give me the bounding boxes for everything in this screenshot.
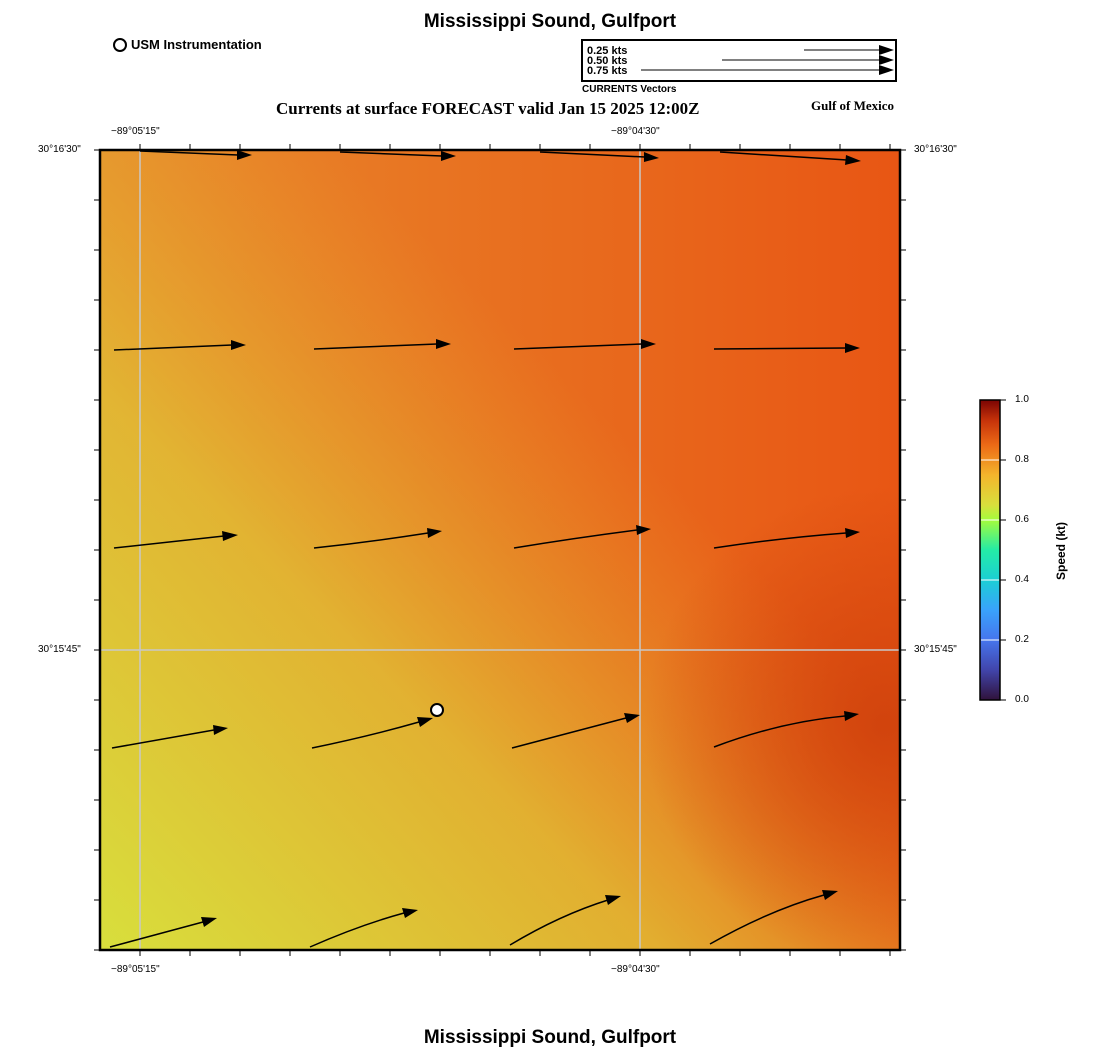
current-vector-arrow xyxy=(139,150,252,160)
current-vector-arrow xyxy=(709,890,838,945)
current-vector-arrow xyxy=(109,917,217,948)
lat-label-right: 30°15'45" xyxy=(914,644,957,655)
colorbar-tick-label: 0.8 xyxy=(1015,454,1029,465)
colorbar-tick-label: 0.6 xyxy=(1015,514,1029,525)
map-footer-title: Mississippi Sound, Gulfport xyxy=(423,1027,677,1048)
lon-label-bottom: −89°04'30" xyxy=(611,964,660,975)
speed-field xyxy=(100,150,900,950)
lat-label-left: 30°16'30" xyxy=(38,144,81,155)
station-marker-icon xyxy=(113,37,127,52)
colorbar-title: Speed (kt) xyxy=(1054,522,1068,581)
graticule xyxy=(100,150,900,950)
colorbar-tick-label: 0.4 xyxy=(1015,574,1029,585)
lat-label-right: 30°16'30" xyxy=(914,144,957,155)
current-vector-arrow xyxy=(513,525,651,549)
lon-label-top: −89°05'15" xyxy=(111,126,160,137)
current-vector-arrow xyxy=(313,339,451,350)
colorbar-grid xyxy=(981,459,999,641)
lat-label-left: 30°15'45" xyxy=(38,644,81,655)
current-vector-arrow xyxy=(713,711,859,748)
current-vector-arrow xyxy=(513,339,656,350)
colorbar-tick-label: 0.0 xyxy=(1015,694,1029,705)
current-vector-arrow xyxy=(309,908,418,948)
current-vector-arrow xyxy=(509,895,621,946)
region-label: Gulf of Mexico xyxy=(811,98,895,113)
lon-label-top: −89°04'30" xyxy=(611,126,660,137)
current-vector-arrow xyxy=(113,531,238,549)
current-vector-arrow xyxy=(713,343,860,353)
vector-scale-label: 0.50 kts xyxy=(587,55,628,67)
current-vector-arrow xyxy=(719,151,861,165)
current-vector-arrow xyxy=(311,717,433,749)
vector-scale-label: 0.25 kts xyxy=(587,45,628,57)
current-vector-arrow xyxy=(113,340,246,351)
current-vector-arrow xyxy=(511,713,640,749)
current-vector-arrow xyxy=(313,528,442,549)
vector-scale-arrows xyxy=(641,45,894,75)
colorbar xyxy=(979,399,1006,701)
station-legend-label: USM Instrumentation xyxy=(131,37,262,52)
vector-scale-caption: CURRENTS Vectors xyxy=(582,84,677,95)
current-vector-arrow xyxy=(539,151,659,162)
current-vector-arrow xyxy=(339,151,456,161)
map-subtitle: Currents at surface FORECAST valid Jan 1… xyxy=(276,99,700,118)
colorbar-scale xyxy=(979,399,1001,701)
map-frame xyxy=(98,148,902,952)
colorbar-ticks xyxy=(1000,399,1006,701)
colorbar-tick-label: 1.0 xyxy=(1015,394,1029,405)
usm-instrumentation-station[interactable] xyxy=(430,703,444,717)
station-legend: USM Instrumentation xyxy=(113,37,262,52)
map-title: Mississippi Sound, Gulfport xyxy=(423,11,677,32)
current-vector-arrow xyxy=(713,528,860,549)
current-vectors xyxy=(109,150,861,948)
vector-scale-label: 0.75 kts xyxy=(587,65,628,77)
lon-label-bottom: −89°05'15" xyxy=(111,964,160,975)
current-vector-arrow xyxy=(111,725,228,749)
colorbar-tick-label: 0.2 xyxy=(1015,634,1029,645)
